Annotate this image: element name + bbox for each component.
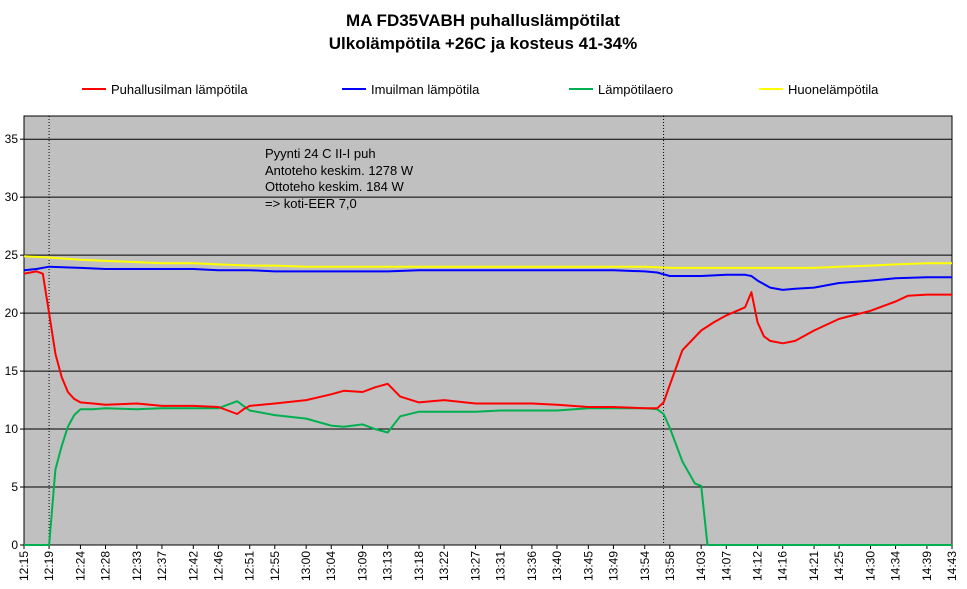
y-tick-label-35: 35 [5,132,19,146]
series-line-3 [24,400,952,546]
x-tick-label-13:04: 13:04 [324,551,338,581]
x-tick-label-13:13: 13:13 [381,551,395,581]
x-tick-label-12:28: 12:28 [99,551,113,581]
x-tick-label-13:00: 13:00 [299,551,313,581]
x-tick-label-12:55: 12:55 [268,551,282,581]
x-tick-label-14:25: 14:25 [832,551,846,581]
x-tick-label-13:27: 13:27 [468,551,482,581]
y-tick-label-0: 0 [11,538,18,552]
x-tick-label-14:43: 14:43 [945,551,959,581]
gridlines [24,138,952,488]
annotation-line-1: Pyynti 24 C II-I puh [265,146,376,161]
series-layer [23,255,952,546]
x-tick-label-12:33: 12:33 [130,551,144,581]
x-tick-label-12:51: 12:51 [243,551,257,581]
x-tick-label-14:12: 14:12 [751,551,765,581]
y-tick-label-30: 30 [5,190,19,204]
x-tick-label-12:24: 12:24 [73,551,87,581]
y-tick-label-20: 20 [5,306,19,320]
series-line-2 [23,265,952,291]
annotation-line-4: => koti-EER 7,0 [265,196,357,211]
series-line-1 [23,270,952,415]
legend: Puhallusilman lämpötila Imuilman lämpöti… [82,82,879,97]
x-tick-label-14:39: 14:39 [920,551,934,581]
x-tick-label-14:21: 14:21 [807,551,821,581]
x-tick-label-14:30: 14:30 [863,551,877,581]
x-tick-label-13:45: 13:45 [581,551,595,581]
annotation: Pyynti 24 C II-I puh Antoteho keskim. 12… [265,146,414,211]
x-tick-label-14:03: 14:03 [694,551,708,581]
x-tick-label-13:31: 13:31 [494,551,508,581]
x-tick-label-13:58: 13:58 [663,551,677,581]
x-axis: 12:15 12:19 12:24 12:28 12:33 12:37 12:42 12:46… [17,545,959,581]
y-axis: 0 5 10 15 20 25 30 35 [5,132,24,552]
legend-label-huonelampotila: Huonelämpötila [788,82,879,97]
y-tick-label-10: 10 [5,422,19,436]
y-tick-label-5: 5 [11,480,18,494]
x-tick-label-12:15: 12:15 [17,551,31,581]
marker-lines [48,116,665,545]
x-tick-label-13:49: 13:49 [606,551,620,581]
legend-label-lampotilaero: Lämpötilaero [598,82,673,97]
x-tick-label-13:22: 13:22 [437,551,451,581]
x-tick-label-13:09: 13:09 [356,551,370,581]
x-tick-label-14:34: 14:34 [889,551,903,581]
y-tick-label-25: 25 [5,248,19,262]
series-line-4 [23,255,952,269]
x-tick-label-12:37: 12:37 [155,551,169,581]
x-tick-label-14:07: 14:07 [719,551,733,581]
annotation-line-3: Ottoteho keskim. 184 W [265,179,404,194]
plot-area [23,115,953,546]
legend-label-puhallusilma: Puhallusilman lämpötila [111,82,248,97]
x-tick-label-14:16: 14:16 [776,551,790,581]
x-tick-label-13:18: 13:18 [412,551,426,581]
x-tick-label-13:54: 13:54 [638,551,652,581]
x-tick-label-13:36: 13:36 [525,551,539,581]
legend-label-imuilma: Imuilman lämpötila [371,82,480,97]
chart-subtitle: Ulkolämpötila +26C ja kosteus 41-34% [329,34,638,53]
y-tick-label-15: 15 [5,364,19,378]
annotation-line-2: Antoteho keskim. 1278 W [265,163,414,178]
x-tick-label-12:42: 12:42 [186,551,200,581]
chart-title: MA FD35VABH puhalluslämpötilat [346,11,620,30]
x-tick-label-12:19: 12:19 [42,551,56,581]
x-tick-label-13:40: 13:40 [550,551,564,581]
x-tick-label-12:46: 12:46 [211,551,225,581]
